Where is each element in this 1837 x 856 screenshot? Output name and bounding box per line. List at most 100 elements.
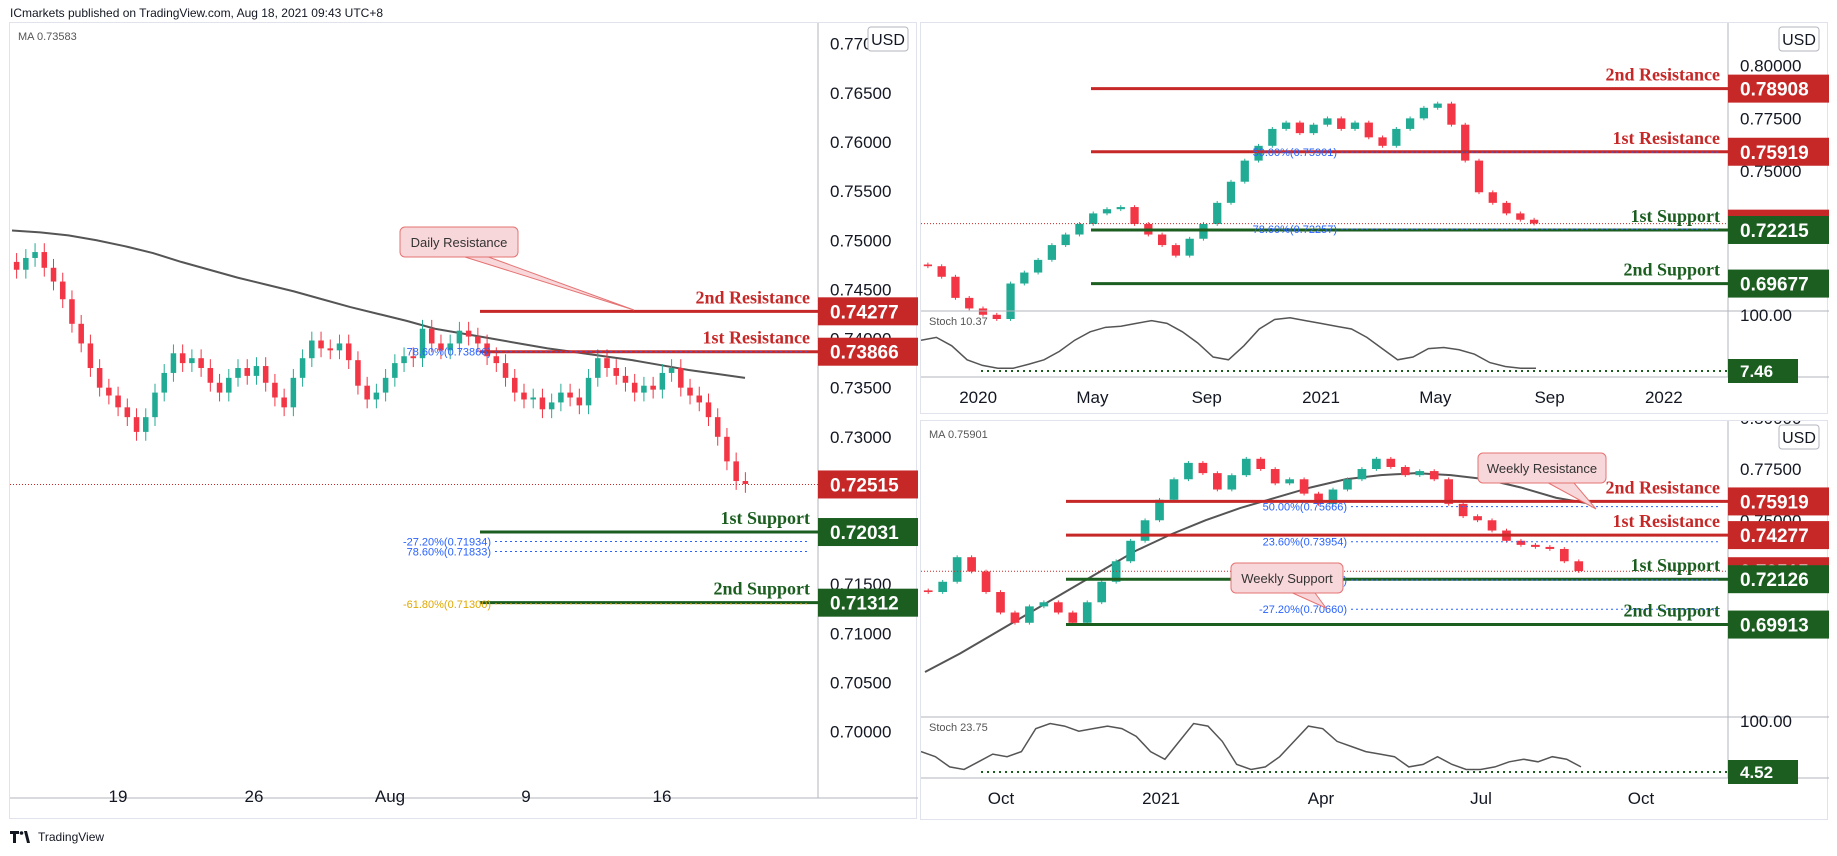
candle-body bbox=[133, 417, 140, 432]
candle-body bbox=[1130, 207, 1139, 224]
candle-body bbox=[967, 557, 976, 572]
candle-body bbox=[115, 395, 121, 408]
candle-body bbox=[1075, 223, 1084, 235]
candle-body bbox=[923, 264, 933, 267]
monthly-chart-panel[interactable]: 0.800000.775000.750000.725000.70000USD20… bbox=[920, 22, 1829, 415]
candle-body bbox=[373, 392, 380, 400]
candle-body bbox=[226, 377, 232, 393]
candle-body bbox=[714, 417, 721, 437]
candle-body bbox=[1039, 602, 1049, 607]
candle-body bbox=[419, 328, 426, 359]
candle-body bbox=[1155, 499, 1164, 521]
2nd-resistance-price-badge bbox=[1728, 74, 1829, 103]
2nd-support-label: 2nd Support bbox=[713, 579, 810, 599]
monthly-chart-svg[interactable]: 0.800000.775000.750000.725000.70000USD20… bbox=[920, 23, 1829, 415]
stoch-y-tick-label: 100.00 bbox=[1740, 712, 1792, 731]
candle-body bbox=[1185, 238, 1194, 256]
candle-body bbox=[1328, 489, 1338, 504]
1st-resistance-label: 1st Resistance bbox=[1613, 128, 1720, 148]
candle-body bbox=[456, 330, 463, 344]
candle-body bbox=[996, 592, 1005, 613]
y-tick-label: 0.70000 bbox=[830, 723, 891, 742]
candle-body bbox=[1574, 561, 1584, 572]
1st-support-label: 1st Support bbox=[1630, 555, 1720, 575]
daily-chart-panel[interactable]: 0.77000 0.76500 0.76000 0.75500 0.75000 0.745… bbox=[9, 22, 918, 820]
candle-body bbox=[428, 328, 435, 344]
candle-body bbox=[1240, 160, 1249, 182]
candle-body bbox=[1364, 122, 1373, 138]
candle-body bbox=[1213, 202, 1222, 224]
candle-body bbox=[1323, 118, 1332, 125]
currency-badge bbox=[1778, 26, 1820, 52]
weekly-chart-panel[interactable]: 0.800000.775000.750000.725000.70000USDOc… bbox=[920, 409, 1829, 821]
2nd-resistance-label: 2nd Resistance bbox=[1605, 65, 1720, 85]
fib-level-label: -27.20%(0.70660) bbox=[1259, 604, 1347, 616]
candle-body bbox=[938, 581, 948, 593]
candle-body bbox=[262, 366, 269, 383]
candle-body bbox=[705, 402, 712, 418]
candle-body bbox=[951, 276, 960, 298]
y-tick-label: 0.73000 bbox=[830, 428, 891, 447]
y-tick-label: 0.75500 bbox=[830, 182, 891, 201]
fib-level-label: 50.00%(0.75666) bbox=[1263, 502, 1347, 514]
2nd-support-price-value: 0.69677 bbox=[1740, 275, 1809, 296]
fib-level-label: 50.00%(0.75901) bbox=[1253, 147, 1337, 159]
candle-body bbox=[318, 340, 324, 349]
candle-body bbox=[1184, 462, 1193, 480]
y-tick-label: 0.76000 bbox=[830, 133, 891, 152]
footer: TradingView bbox=[10, 830, 104, 844]
stoch-y-tick-label: 100.00 bbox=[1740, 306, 1792, 325]
candle-body bbox=[179, 353, 186, 364]
candle-body bbox=[965, 297, 974, 309]
candle-body bbox=[465, 330, 472, 337]
y-tick-label: 0.71000 bbox=[830, 624, 891, 643]
candle-body bbox=[327, 348, 334, 351]
candle-body bbox=[567, 392, 573, 398]
page-title: ICmarkets published on TradingView.com, … bbox=[10, 6, 384, 20]
1st-resistance-price-badge bbox=[1728, 137, 1829, 166]
2nd-resistance-price-badge bbox=[1728, 487, 1829, 516]
candle-body bbox=[438, 343, 444, 351]
y-tick-label: 0.70500 bbox=[830, 673, 891, 692]
y-tick-label: 0.77500 bbox=[1740, 109, 1801, 128]
candle-body bbox=[1089, 213, 1098, 224]
candle-body bbox=[687, 387, 693, 396]
candle-body bbox=[1447, 103, 1456, 125]
candle-body bbox=[511, 377, 518, 393]
weekly-chart-svg[interactable]: 0.800000.775000.750000.725000.70000USDOc… bbox=[920, 409, 1829, 821]
candle-body bbox=[1392, 128, 1401, 146]
stoch-indicator-label: Stoch 23.75 bbox=[929, 722, 988, 734]
candle-body bbox=[1126, 540, 1135, 562]
1st-support-price-value: 0.72031 bbox=[830, 523, 899, 544]
fib-level-label: 78.60%(0.73866) bbox=[407, 347, 491, 359]
ma-indicator-label: MA 0.73583 bbox=[18, 31, 77, 43]
candle-body bbox=[1213, 473, 1222, 490]
candle-body bbox=[32, 252, 38, 258]
candle-body bbox=[521, 392, 527, 400]
candle-body bbox=[1474, 160, 1484, 193]
candle-body bbox=[742, 481, 749, 484]
x-tick-label: Aug bbox=[375, 787, 405, 806]
candle-body bbox=[1025, 606, 1034, 623]
candle-body bbox=[106, 387, 112, 396]
footer-brand: TradingView bbox=[38, 830, 105, 844]
candle-body bbox=[336, 343, 343, 351]
candle-body bbox=[1241, 458, 1251, 476]
candle-body bbox=[1405, 118, 1415, 129]
daily-chart-svg[interactable]: 0.770000.765000.760000.755000.750000.745… bbox=[10, 23, 918, 820]
candle-body bbox=[1157, 234, 1167, 246]
2nd-resistance-label: 2nd Resistance bbox=[695, 287, 810, 307]
candle-body bbox=[23, 257, 29, 270]
candle-body bbox=[1419, 107, 1429, 119]
x-tick-label: 16 bbox=[653, 787, 672, 806]
candle-body bbox=[216, 382, 223, 393]
2nd-resistance-price-value: 0.74277 bbox=[830, 302, 899, 323]
2nd-resistance-price-value: 0.75919 bbox=[1740, 492, 1809, 513]
candle-body bbox=[1169, 479, 1179, 500]
candle-body bbox=[622, 375, 629, 383]
candle-body bbox=[475, 336, 481, 344]
stoch-indicator-label: Stoch 10.37 bbox=[929, 316, 988, 328]
candle-body bbox=[484, 343, 490, 357]
candle-body bbox=[1198, 462, 1208, 474]
candle-body bbox=[539, 397, 546, 410]
